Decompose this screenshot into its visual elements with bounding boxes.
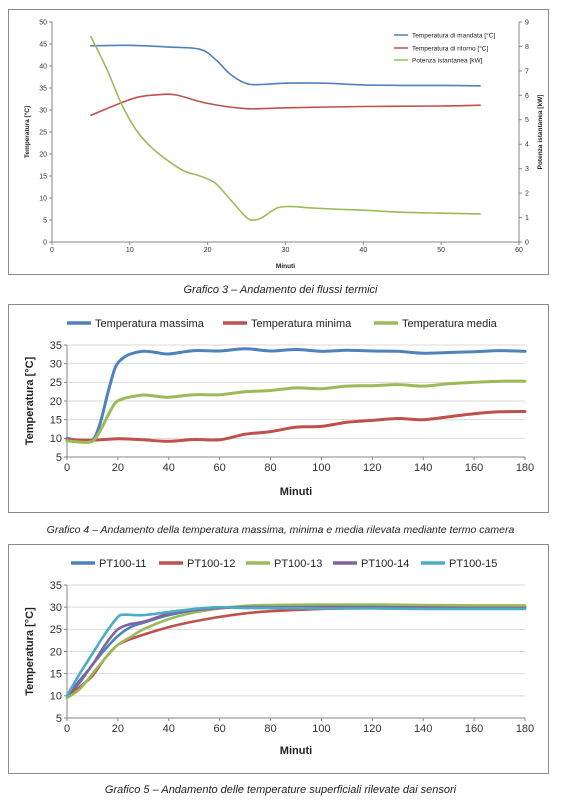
y2-axis-label: Potenza istantanea [kW] [537,95,544,170]
y-tick-label: 35 [39,85,47,92]
x-axis-label: Minuti [280,486,312,498]
x-tick-label: 80 [264,723,276,735]
y2-tick-label: 5 [525,117,529,124]
y-axis-label: Temperatura [°C] [24,356,36,445]
y2-tick-label: 2 [525,191,529,198]
y-tick-label: 15 [50,669,62,681]
series-line-3 [90,35,481,221]
chart-panel-termocamera: 0 20 40 60 80 100 120 140 160 180 5 10 15 20 25 30 35 Min… [8,304,549,513]
y-tick-label: 40 [39,63,47,70]
legend-label: Temperatura di ritorno [°C] [412,44,488,52]
y-axis-label: Temperatura [°C] [24,607,36,696]
x-tick-label: 100 [312,462,330,474]
legend-label: Temperatura massima [95,318,205,330]
caption-grafico-4: Grafico 4 – Andamento della temperatura … [46,524,515,536]
y-tick-label: 35 [50,580,62,592]
x-tick-label: 60 [515,247,523,254]
series-line-3 [65,603,527,700]
y-tick-label: 10 [50,691,62,703]
y-tick-label: 20 [39,151,47,158]
y-tick-label: 30 [39,107,47,114]
y-tick-label: 5 [56,452,62,464]
series-line-1 [65,347,527,444]
y-tick-label: 30 [50,602,62,614]
series-line-2 [65,410,527,443]
x-tick-label: 160 [465,462,483,474]
caption-grafico-3: Grafico 3 – Andamento dei flussi termici [183,284,378,296]
y-tick-label: 5 [43,217,47,224]
x-tick-label: 140 [414,462,432,474]
x-axis-label: Minuti [276,263,295,270]
y2-tick-label: 8 [525,44,529,51]
x-tick-label: 60 [214,462,226,474]
chart-panel-sensori: 0 20 40 60 80 100 120 140 160 180 5 10 15 20 25 30 35 Min… [8,544,549,774]
series-line-5 [65,605,527,698]
y-tick-label: 25 [50,624,62,636]
legend-label: PT100-11 [99,558,147,570]
y2-tick-label: 3 [525,166,529,173]
legend-label: PT100-15 [449,558,497,570]
y-tick-label: 0 [43,239,47,246]
legend-label: Potenza istantanea [kW] [412,57,483,64]
y2-tick-label: 1 [525,215,529,222]
x-tick-label: 160 [465,723,483,735]
legend-label: PT100-13 [274,558,322,570]
y-tick-label: 25 [50,377,62,389]
chart-flussi-termici: 0 10 20 30 40 50 60051015202530354045500123456… [23,19,544,270]
legend-label: PT100-14 [361,558,409,570]
x-tick-label: 180 [516,723,534,735]
x-tick-label: 10 [126,247,134,254]
y-tick-label: 50 [39,19,47,26]
x-tick-label: 30 [282,247,290,254]
x-tick-label: 20 [204,247,212,254]
x-tick-label: 40 [163,723,175,735]
y-tick-label: 10 [50,433,62,445]
y-tick-label: 20 [50,646,62,658]
x-tick-label: 40 [359,247,367,254]
y-tick-label: 15 [50,415,62,427]
y2-tick-label: 7 [525,68,529,75]
legend-label: PT100-12 [187,558,235,570]
y-tick-label: 35 [50,340,62,352]
x-tick-label: 0 [64,723,70,735]
y2-tick-label: 6 [525,93,529,100]
series-line-3 [65,379,527,444]
x-tick-label: 50 [437,247,445,254]
y-tick-label: 5 [56,713,62,725]
x-tick-label: 20 [112,723,124,735]
y2-tick-label: 4 [525,142,529,149]
y-tick-label: 30 [50,359,62,371]
y-tick-label: 20 [50,396,62,408]
chart-panel-flussi-termici: 0 10 20 30 40 50 60 0 5 10 15 20 25 30 35 40 45 50 0 1 2 3 4 5 6… [8,9,549,275]
series-line-1 [90,44,481,87]
x-tick-label: 180 [516,462,534,474]
legend-label: Temperatura di mandata [°C] [412,31,495,39]
x-tick-label: 120 [363,723,381,735]
x-tick-label: 120 [363,462,381,474]
x-tick-label: 0 [50,247,54,254]
x-tick-label: 80 [264,462,276,474]
x-tick-label: 20 [112,462,124,474]
y2-tick-label: 0 [525,239,529,246]
y-axis-label: Temperatura [°C] [23,106,31,158]
y-tick-label: 15 [39,173,47,180]
x-axis-label: Minuti [280,745,312,757]
caption-grafico-5: Grafico 5 – Andamento delle temperature … [104,784,457,796]
legend-label: Temperatura media [402,318,498,330]
x-tick-label: 40 [163,462,175,474]
chart-termocamera: 0 20 40 60 80 100 120 140 160 180 5 10 15 20 25 30 35 Min… [24,318,534,498]
x-tick-label: 0 [64,462,70,474]
legend-label: Temperatura minima [251,318,352,330]
y-tick-label: 10 [39,195,47,202]
x-tick-label: 100 [312,723,330,735]
chart-sensori: 0 20 40 60 80 100 120 140 160 180 5 10 15 20 25 30 35 Min… [24,558,534,757]
y-tick-label: 25 [39,129,47,136]
x-tick-label: 60 [214,723,226,735]
y-tick-label: 45 [39,41,47,48]
y2-tick-label: 9 [525,19,529,26]
x-tick-label: 140 [414,723,432,735]
series-line-2 [90,93,481,117]
